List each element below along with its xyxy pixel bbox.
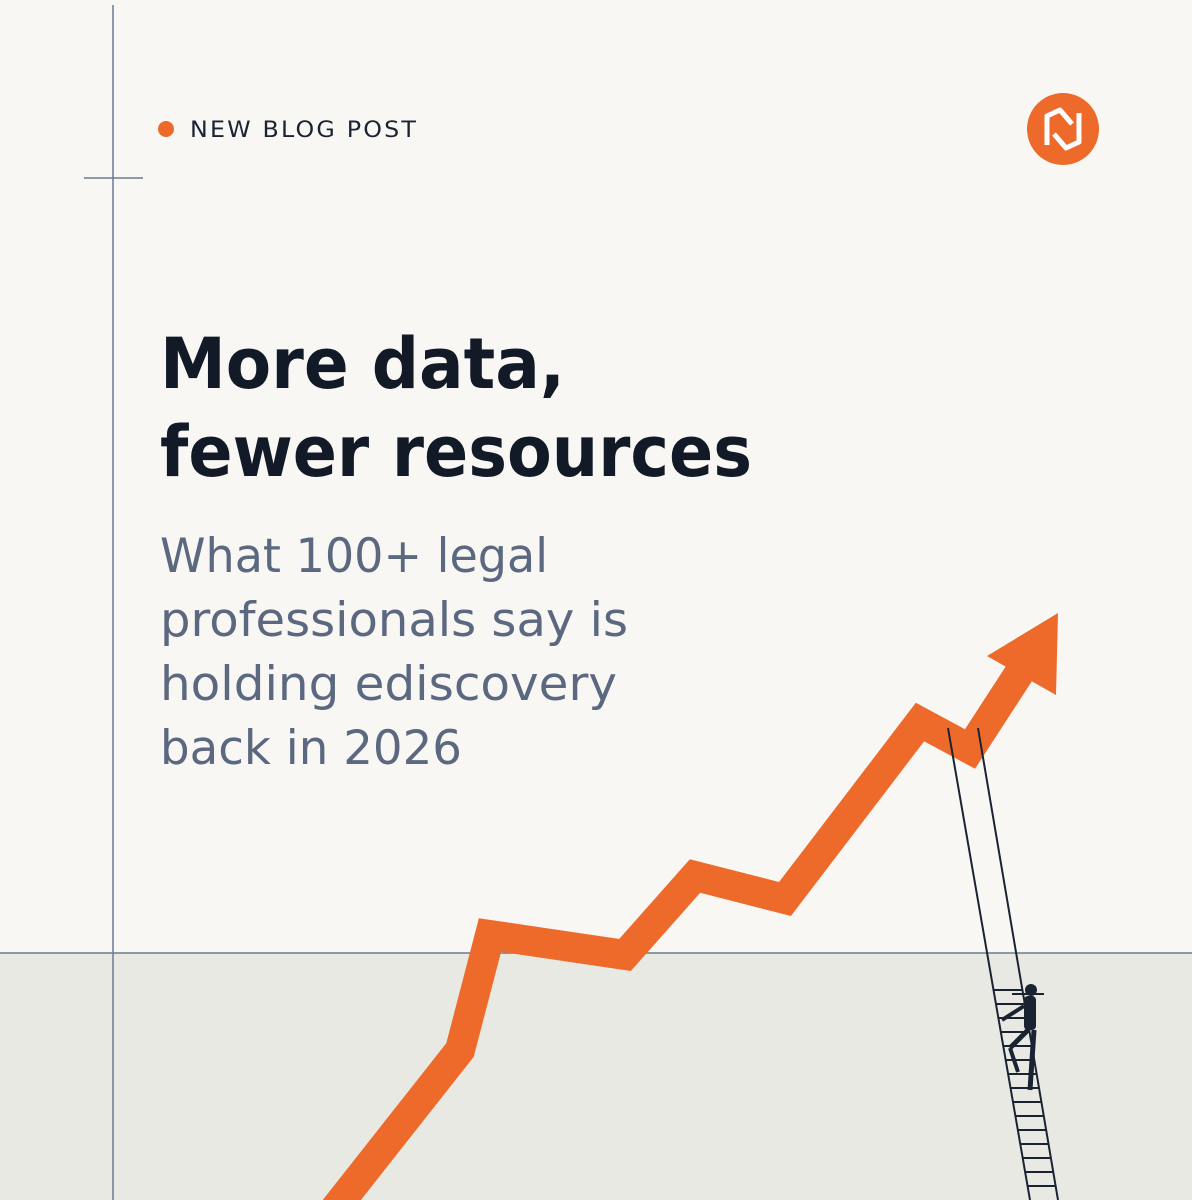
logo bbox=[1027, 93, 1099, 165]
subtitle-line: back in 2026 bbox=[160, 721, 462, 776]
ladder bbox=[947, 727, 1059, 1200]
arrow-head bbox=[987, 613, 1058, 695]
climber-leg bbox=[1008, 1047, 1020, 1073]
logo-mark bbox=[1044, 107, 1082, 151]
climber-body bbox=[1024, 996, 1036, 1030]
climber-leg bbox=[1027, 1029, 1037, 1091]
ladder-rail bbox=[947, 727, 1031, 1200]
title-line: More data, bbox=[160, 323, 565, 405]
subtitle-line: What 100+ legal bbox=[160, 529, 548, 584]
ladder-rail bbox=[977, 727, 1059, 1200]
label-dot bbox=[158, 121, 174, 137]
climber-arm bbox=[1000, 1004, 1026, 1022]
background-top bbox=[0, 0, 1192, 953]
subtitle-line: professionals say is bbox=[160, 593, 628, 648]
climber bbox=[1000, 984, 1044, 1091]
climber-leg bbox=[1008, 1028, 1030, 1050]
title-line: fewer resources bbox=[160, 411, 752, 493]
growth-arrow bbox=[322, 663, 1033, 1200]
subtitle-line: holding ediscovery bbox=[160, 657, 617, 712]
logo-circle bbox=[1027, 93, 1099, 165]
label: NEW BLOG POST bbox=[190, 118, 418, 143]
